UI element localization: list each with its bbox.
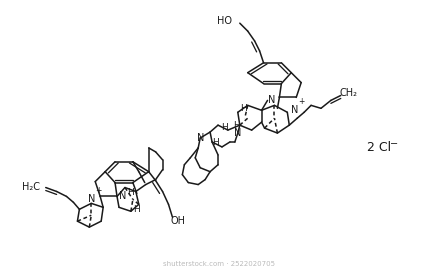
Text: −: − (390, 139, 399, 149)
Text: shutterstock.com · 2522020705: shutterstock.com · 2522020705 (163, 261, 275, 267)
Text: H: H (127, 188, 134, 197)
Text: CH₂: CH₂ (340, 88, 358, 99)
Text: H₂C: H₂C (22, 181, 40, 192)
Text: HO: HO (217, 16, 232, 26)
Text: 2 Cl: 2 Cl (367, 141, 391, 155)
Text: +: + (95, 186, 102, 195)
Text: N: N (268, 95, 275, 105)
Text: H: H (240, 104, 247, 113)
Text: N: N (119, 192, 127, 201)
Text: N: N (290, 105, 298, 115)
Text: +: + (298, 97, 304, 106)
Text: H: H (134, 205, 140, 214)
Text: OH: OH (171, 216, 186, 226)
Text: H: H (233, 121, 240, 130)
Text: N: N (234, 128, 241, 138)
Text: H: H (212, 139, 219, 148)
Text: H: H (222, 123, 228, 132)
Text: N: N (197, 133, 204, 143)
Text: N: N (88, 194, 95, 204)
